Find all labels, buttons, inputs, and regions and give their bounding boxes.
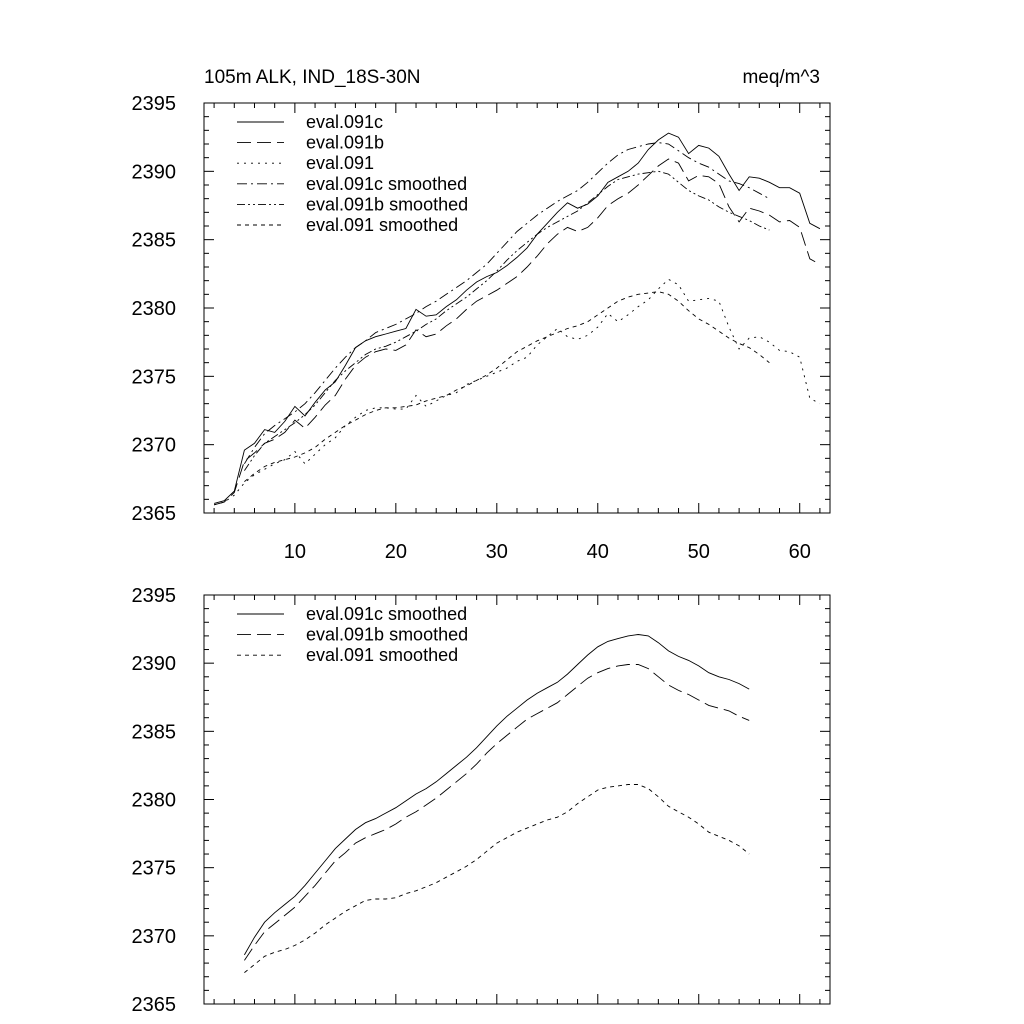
x-tick-label: 30 bbox=[486, 541, 508, 563]
x-tick-label: 60 bbox=[789, 541, 811, 563]
y-tick-label: 2395 bbox=[132, 93, 177, 115]
legend-label: eval.091c smoothed bbox=[306, 604, 467, 624]
chart-units: meq/m^3 bbox=[742, 67, 820, 88]
y-tick-label: 2365 bbox=[132, 994, 177, 1016]
legend-label: eval.091c smoothed bbox=[306, 174, 467, 194]
series-line-eval-091b-smoothed bbox=[244, 664, 750, 961]
series-line-eval-091c-smoothed bbox=[244, 142, 770, 465]
panel-top: 105m ALK, IND_18S-30N meq/m^3 2365 2370 2375… bbox=[132, 67, 831, 563]
y-tick-label: 2375 bbox=[132, 366, 177, 388]
series-line-eval-091c-smoothed bbox=[244, 634, 750, 956]
y-tick-label: 2380 bbox=[132, 790, 177, 812]
series-line-eval-091c bbox=[213, 132, 821, 504]
legend-label: eval.091 smoothed bbox=[306, 645, 458, 665]
legend-label: eval.091 bbox=[306, 153, 374, 173]
plot-frame bbox=[203, 102, 831, 514]
series-line-eval-091-smoothed bbox=[244, 291, 770, 482]
y-tick-label: 2365 bbox=[132, 503, 177, 525]
y-tick-label: 2375 bbox=[132, 858, 177, 880]
y-tick-label: 2370 bbox=[132, 435, 177, 457]
y-tick-label: 2390 bbox=[132, 161, 177, 183]
y-tick-label: 2385 bbox=[132, 230, 177, 252]
x-tick-label: 50 bbox=[688, 541, 710, 563]
legend-label: eval.091 smoothed bbox=[306, 215, 458, 235]
chart-title: 105m ALK, IND_18S-30N bbox=[204, 67, 421, 88]
series-line-eval-091-smoothed bbox=[244, 784, 750, 973]
y-tick-label: 2395 bbox=[132, 585, 177, 607]
legend-label: eval.091b bbox=[306, 133, 384, 153]
legend-label: eval.091b smoothed bbox=[306, 625, 468, 645]
series-line-eval-091b bbox=[213, 158, 821, 506]
series-line-eval-091 bbox=[213, 278, 821, 506]
legend-label: eval.091c bbox=[306, 112, 383, 132]
series-line-eval-091b-smoothed bbox=[244, 170, 770, 471]
y-tick-label: 2385 bbox=[132, 721, 177, 743]
x-tick-label: 10 bbox=[284, 541, 306, 563]
y-tick-label: 2380 bbox=[132, 298, 177, 320]
x-tick-label: 40 bbox=[587, 541, 609, 563]
panel-bottom: 2365 2370 2375 2380 2385 2390 2395 eval.091c sm… bbox=[132, 585, 831, 1016]
legend-label: eval.091b smoothed bbox=[306, 194, 468, 214]
x-tick-label: 20 bbox=[385, 541, 407, 563]
y-tick-label: 2370 bbox=[132, 926, 177, 948]
y-tick-label: 2390 bbox=[132, 653, 177, 675]
plot-frame bbox=[203, 594, 831, 1005]
